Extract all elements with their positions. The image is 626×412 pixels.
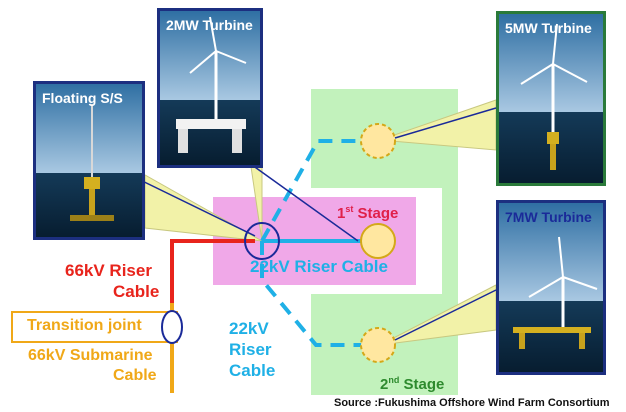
riser-22kv-label-line2: Riser — [229, 340, 272, 359]
second-stage-ordinal: nd — [388, 375, 400, 385]
transition-joint-box — [11, 311, 178, 343]
second-stage-word: Stage — [399, 376, 445, 393]
riser-66kv-label-line2: Cable — [113, 282, 160, 301]
first-stage-word: Stage — [353, 205, 399, 222]
turbine-7mw-title: 7MW Turbine — [505, 209, 592, 225]
source-note: Source :Fukushima Offshore Wind Farm Con… — [334, 397, 610, 409]
pointer-7mw — [394, 289, 497, 341]
turbine-node-5mw — [360, 123, 396, 159]
submarine-cable-label-line2: Cable — [113, 367, 157, 384]
photo-turbine-2mw: 2MW Turbine — [157, 8, 263, 168]
floating-ss-node — [244, 222, 280, 260]
turbine-7mw-illustration — [513, 236, 598, 349]
transition-joint-connector — [161, 310, 183, 344]
second-stage-number: 2 — [380, 376, 389, 393]
submarine-cable-label-line1: 66kV Submarine — [28, 347, 153, 364]
photo-floating-ss: Floating S/S — [33, 81, 145, 240]
floating-ss-title: Floating S/S — [42, 90, 123, 106]
pointer-5mw — [394, 107, 497, 139]
riser-22kv-label-line3: Cable — [229, 361, 276, 380]
turbine-5mw-illustration — [520, 23, 588, 170]
riser-cable-22kv-upper — [260, 139, 368, 242]
riser-cable-66kv — [170, 239, 255, 303]
pointer-2mw — [244, 159, 359, 242]
first-stage-label: 1st Stage — [337, 204, 399, 222]
turbine-5mw-title: 5MW Turbine — [505, 20, 592, 36]
transition-joint-label: Transition joint — [27, 317, 142, 334]
photo-turbine-5mw: 5MW Turbine — [496, 11, 606, 186]
turbine-node-7mw — [360, 327, 396, 363]
floating-ss-illustration — [70, 104, 114, 221]
first-stage-ordinal: st — [345, 204, 354, 214]
first-stage-number: 1 — [337, 205, 346, 222]
riser-66kv-label-line1: 66kV Riser — [65, 261, 152, 280]
riser-22kv-center-label: 22kV Riser Cable — [250, 257, 388, 276]
photo-turbine-7mw: 7MW Turbine — [496, 200, 606, 375]
turbine-2mw-illustration — [176, 16, 247, 153]
riser-22kv-label-line1: 22kV — [229, 319, 269, 338]
pointer-floating-ss — [129, 174, 256, 237]
turbine-node-2mw — [360, 223, 396, 259]
turbine-2mw-title: 2MW Turbine — [166, 17, 253, 33]
riser-cable-22kv-lower — [260, 241, 368, 347]
second-stage-label: 2nd Stage — [380, 375, 445, 393]
